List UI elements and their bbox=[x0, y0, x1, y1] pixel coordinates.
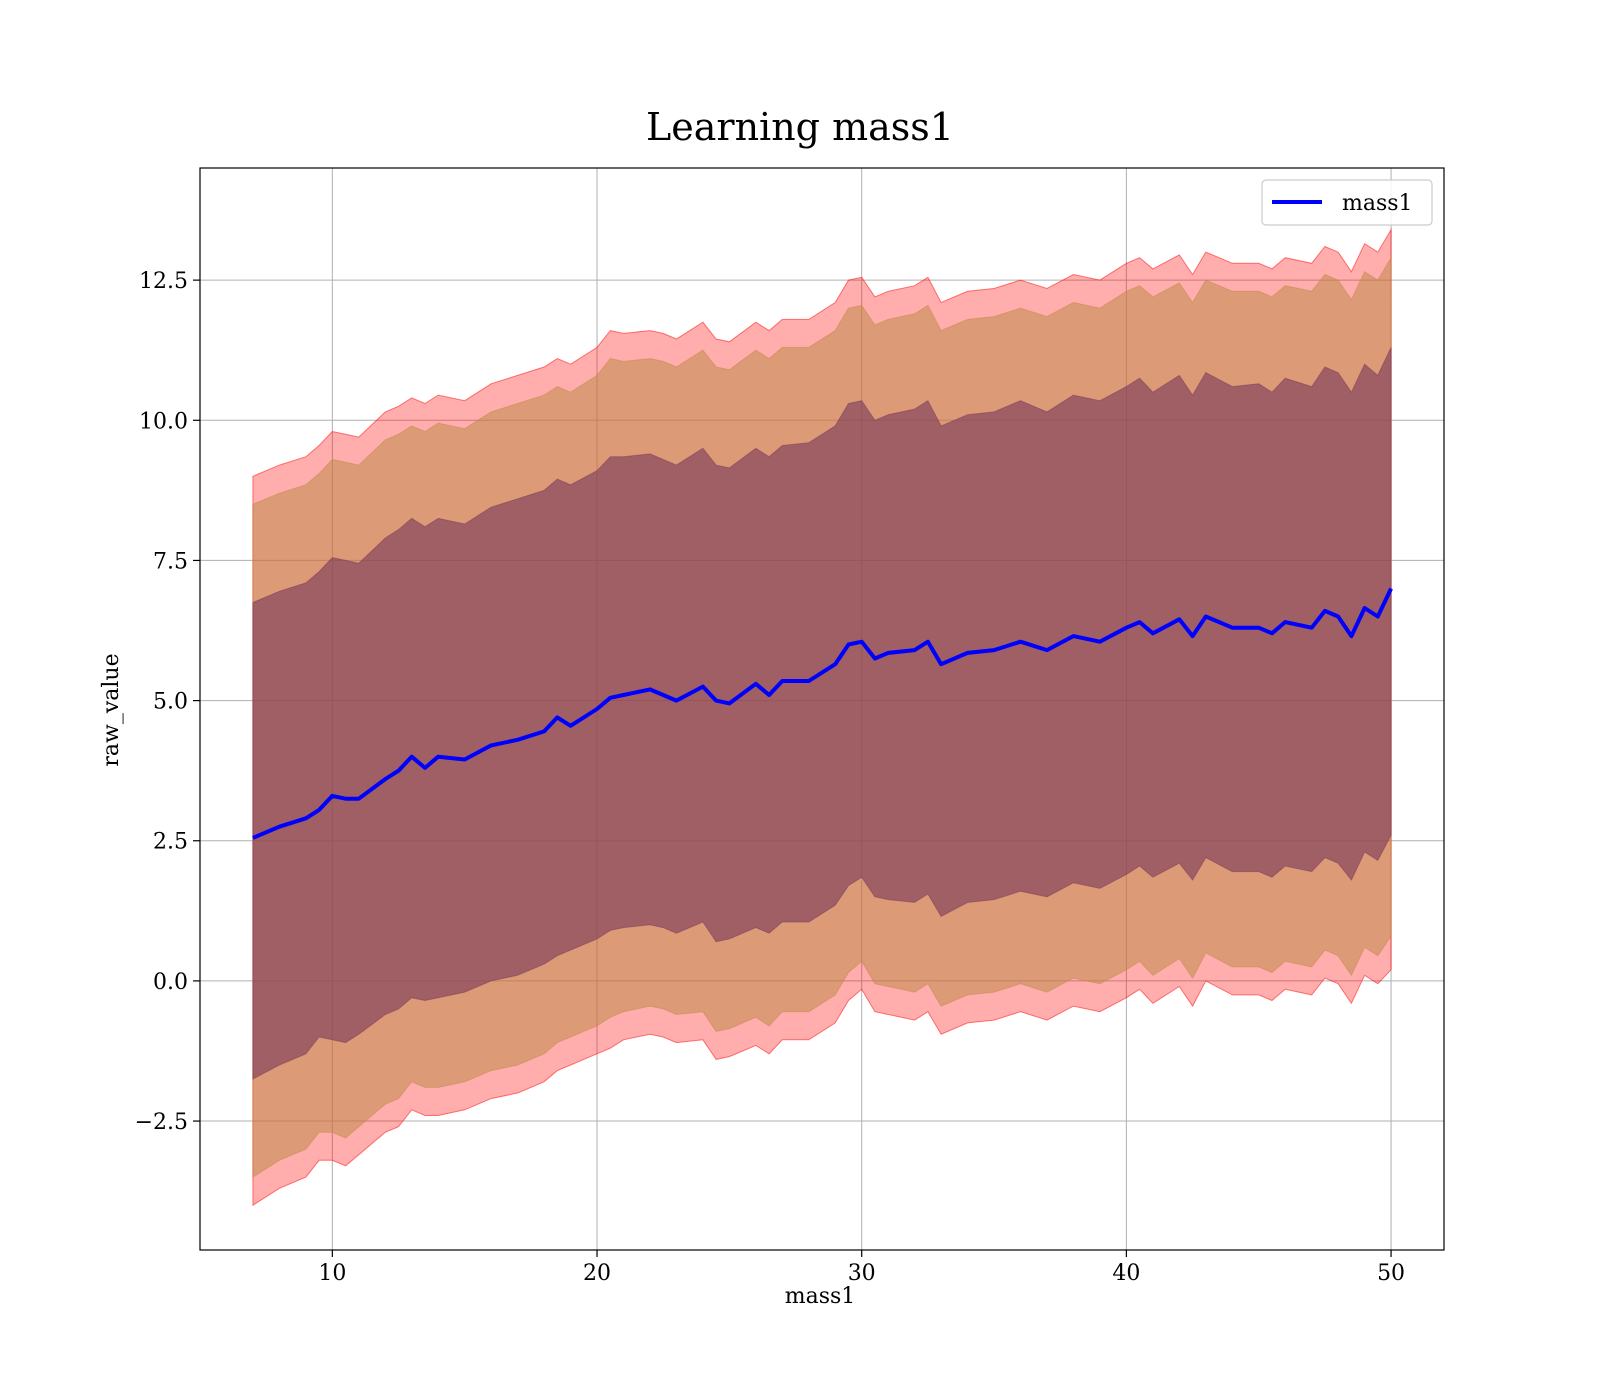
axes-frame bbox=[199, 167, 1445, 1251]
y-tick-label-1: 0.0 bbox=[153, 970, 188, 995]
y-tick-label-0: −2.5 bbox=[135, 1110, 188, 1135]
x-axis-title: mass1 bbox=[785, 1284, 856, 1309]
x-tick-label-3: 40 bbox=[1112, 1261, 1140, 1286]
y-tick-label-5: 10.0 bbox=[139, 409, 188, 434]
chart-title: Learning mass1 bbox=[646, 105, 954, 149]
legend: mass1 bbox=[1261, 179, 1433, 226]
y-tick-label-3: 5.0 bbox=[153, 690, 188, 715]
y-tick-label-6: 12.5 bbox=[139, 269, 188, 294]
y-tick-label-4: 7.5 bbox=[153, 549, 188, 574]
plot-area: 10 20 30 40 50 −2.5 0.0 2.5 5.0 7.5 10.0 12.5 bbox=[135, 167, 1445, 1286]
y-tick-label-2: 2.5 bbox=[153, 830, 188, 855]
x-tick-label-0: 10 bbox=[318, 1261, 346, 1286]
x-tick-label-1: 20 bbox=[583, 1261, 611, 1286]
band-inner bbox=[252, 347, 1392, 1080]
legend-frame bbox=[1261, 179, 1433, 226]
x-tick-label-2: 30 bbox=[848, 1261, 876, 1286]
x-tick-label-4: 50 bbox=[1377, 1261, 1405, 1286]
y-axis-title: raw_value bbox=[99, 653, 124, 766]
series-line-mass1 bbox=[252, 587, 1393, 840]
legend-label: mass1 bbox=[1342, 191, 1413, 216]
